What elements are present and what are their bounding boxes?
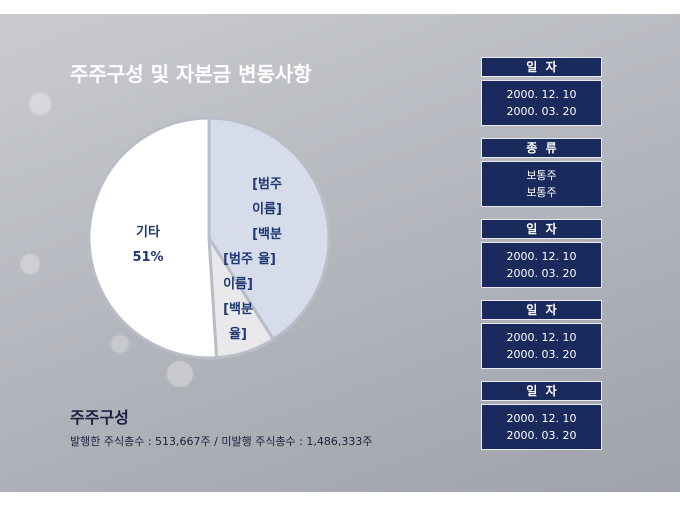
pie-slice (87, 116, 219, 360)
slide: 주주구성 및 자본금 변동사항 주주구성 발행한 주식총수 : 513,667주… (0, 14, 680, 492)
value-label: [백분율] (252, 227, 282, 267)
panel-content: 2000. 12. 10 2000. 03. 20 (481, 404, 602, 450)
panel-header: 일 자 (481, 300, 602, 320)
summary-title: 주주구성 (70, 408, 129, 427)
category-label: [범주 이름] (223, 252, 253, 292)
value-label: [백분율] (223, 302, 253, 342)
panel-line: 2000. 03. 20 (506, 429, 577, 442)
panel-line: 2000. 12. 10 (506, 250, 577, 263)
panel-line: 2000. 03. 20 (506, 105, 577, 118)
panel-header: 일 자 (481, 219, 602, 239)
panel-header: 종 류 (481, 138, 602, 158)
panel-line: 2000. 12. 10 (506, 331, 577, 344)
panel-line: 보통주 (526, 186, 557, 199)
panel-line: 2000. 03. 20 (506, 267, 577, 280)
panel-line: 2000. 03. 20 (506, 348, 577, 361)
panel-line: 2000. 12. 10 (506, 88, 577, 101)
panel-content: 2000. 12. 10 2000. 03. 20 (481, 323, 602, 369)
panel-line: 보통주 (526, 169, 557, 182)
slide-title: 주주구성 및 자본금 변동사항 (70, 62, 312, 86)
summary-note: 발행한 주식총수 : 513,667주 / 미발행 주식총수 : 1,486,3… (70, 435, 373, 448)
panel-content: 보통주 보통주 (481, 161, 602, 207)
panel-header: 일 자 (481, 381, 602, 401)
panel-content: 2000. 12. 10 2000. 03. 20 (481, 242, 602, 288)
panel-line: 2000. 12. 10 (506, 412, 577, 425)
panel-content: 2000. 12. 10 2000. 03. 20 (481, 80, 602, 126)
chart (87, 116, 331, 360)
value-label: 51% (132, 250, 164, 265)
category-label: 기타 (136, 225, 160, 240)
panel-header: 일 자 (481, 57, 602, 77)
category-label: [범주 이름] (252, 177, 282, 217)
